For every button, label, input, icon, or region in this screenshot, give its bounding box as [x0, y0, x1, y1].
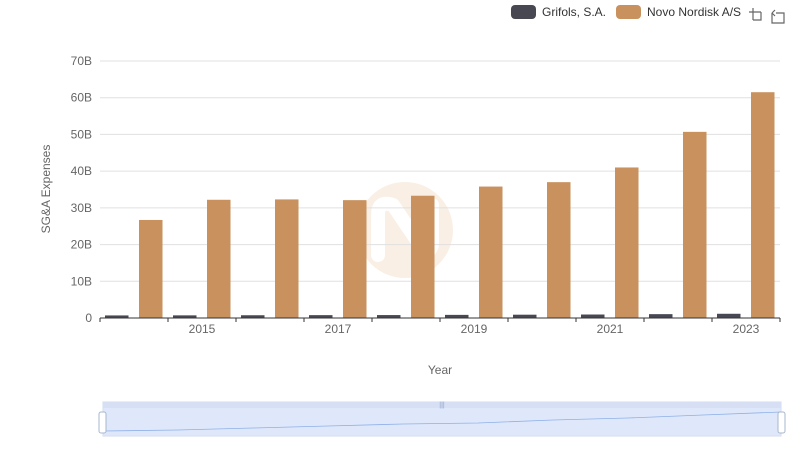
bar-grifols-2015[interactable] [173, 315, 197, 318]
bar-grifols-2022[interactable] [649, 314, 673, 318]
bar-novo-nordisk-2018[interactable] [411, 195, 435, 318]
chart-legend: Grifols, S.A. Novo Nordisk A/S [511, 5, 751, 19]
datazoom-grip[interactable]: ||| [439, 402, 445, 409]
bars-group [105, 92, 775, 318]
chart-toolbox [746, 7, 786, 25]
bar-novo-nordisk-2020[interactable] [547, 182, 571, 318]
y-tick-label: 40B [71, 164, 92, 178]
y-tick-label: 20B [71, 238, 92, 252]
x-tick-label: 2015 [189, 322, 216, 336]
bar-grifols-2023[interactable] [717, 313, 741, 318]
bar-novo-nordisk-2016[interactable] [275, 199, 299, 318]
bar-novo-nordisk-2023[interactable] [751, 92, 775, 318]
bar-novo-nordisk-2015[interactable] [207, 199, 231, 318]
y-tick-label: 10B [71, 274, 92, 288]
bar-novo-nordisk-2017[interactable] [343, 200, 367, 318]
x-axis-title: Year [428, 363, 452, 377]
datazoom-handle-left[interactable] [98, 411, 107, 434]
legend-label-grifols: Grifols, S.A. [542, 5, 607, 19]
legend-swatch-novo-nordisk [616, 5, 642, 19]
legend-label-novo-nordisk: Novo Nordisk A/S [647, 5, 742, 19]
bar-grifols-2021[interactable] [581, 314, 605, 318]
bar-novo-nordisk-2014[interactable] [139, 219, 163, 318]
y-tick-label: 30B [71, 201, 92, 215]
y-tick-label: 60B [71, 91, 92, 105]
y-tick-label: 50B [71, 127, 92, 141]
x-tick-label: 2017 [325, 322, 352, 336]
bar-novo-nordisk-2021[interactable] [615, 167, 639, 318]
bar-grifols-2020[interactable] [513, 314, 537, 318]
legend-item-grifols[interactable]: Grifols, S.A. [511, 5, 606, 19]
x-axis: 2015 2017 2019 2021 2023 [99, 317, 781, 336]
y-tick-label: 70B [71, 54, 92, 68]
x-tick-label: 2021 [597, 322, 624, 336]
y-tick-label: 0 [85, 311, 92, 325]
datazoom-top-bar[interactable] [103, 402, 781, 408]
watermark-logo [357, 182, 453, 278]
bar-grifols-2019[interactable] [445, 314, 469, 318]
zoom-crosshair-icon[interactable] [748, 7, 766, 25]
bar-grifols-2017[interactable] [309, 315, 333, 318]
datazoom-preview-line [102, 411, 782, 432]
y-axis-title: SG&A Expenses [39, 145, 53, 234]
y-axis-ticks: 0 10B 20B 30B 40B 50B 60B 70B [71, 54, 93, 325]
bar-grifols-2016[interactable] [241, 315, 265, 318]
legend-item-novo-nordisk[interactable]: Novo Nordisk A/S [616, 5, 741, 19]
bar-grifols-2018[interactable] [377, 315, 401, 318]
bar-grifols-2014[interactable] [105, 315, 129, 318]
datazoom-slider[interactable]: ||| [98, 401, 786, 437]
x-tick-label: 2023 [733, 322, 760, 336]
datazoom-selection[interactable] [103, 408, 781, 436]
zoom-reset-icon[interactable] [768, 7, 786, 25]
bar-novo-nordisk-2019[interactable] [479, 186, 503, 318]
legend-swatch-grifols [511, 5, 536, 19]
datazoom-handle-right[interactable] [777, 411, 786, 434]
bar-novo-nordisk-2022[interactable] [683, 131, 707, 318]
x-tick-label: 2019 [461, 322, 488, 336]
